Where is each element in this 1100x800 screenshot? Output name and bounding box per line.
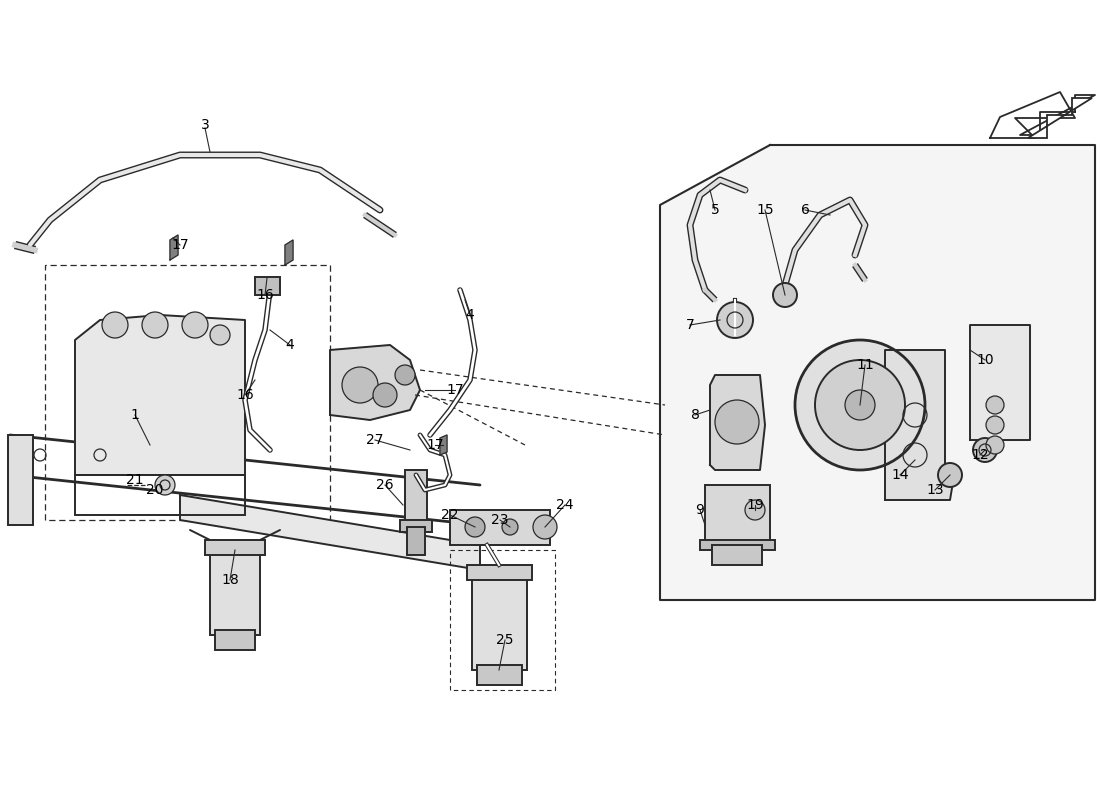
Polygon shape xyxy=(180,495,480,570)
Text: 16: 16 xyxy=(236,388,254,402)
Circle shape xyxy=(845,390,875,420)
Text: 25: 25 xyxy=(496,633,514,647)
Circle shape xyxy=(986,416,1004,434)
Text: 17: 17 xyxy=(426,438,443,452)
Text: 9: 9 xyxy=(695,503,704,517)
Text: 19: 19 xyxy=(746,498,763,512)
Circle shape xyxy=(715,400,759,444)
Circle shape xyxy=(373,383,397,407)
Text: 1: 1 xyxy=(131,408,140,422)
Polygon shape xyxy=(170,235,178,260)
Text: 22: 22 xyxy=(441,508,459,522)
Text: 4: 4 xyxy=(465,308,474,322)
Text: 26: 26 xyxy=(376,478,394,492)
Text: 23: 23 xyxy=(492,513,508,527)
Circle shape xyxy=(342,367,378,403)
Circle shape xyxy=(210,325,230,345)
Text: 16: 16 xyxy=(256,288,274,302)
Bar xyxy=(477,665,522,685)
Circle shape xyxy=(974,438,997,462)
Bar xyxy=(75,475,245,515)
Text: 11: 11 xyxy=(856,358,873,372)
Circle shape xyxy=(938,463,962,487)
Polygon shape xyxy=(710,375,764,470)
Text: 3: 3 xyxy=(200,118,209,132)
Polygon shape xyxy=(440,435,447,455)
Polygon shape xyxy=(886,350,955,500)
Text: 7: 7 xyxy=(685,318,694,332)
Polygon shape xyxy=(990,92,1075,138)
Bar xyxy=(468,565,532,580)
Polygon shape xyxy=(970,325,1030,440)
Circle shape xyxy=(745,500,764,520)
Bar xyxy=(450,510,550,545)
Text: 8: 8 xyxy=(691,408,700,422)
Text: 24: 24 xyxy=(557,498,574,512)
Text: 15: 15 xyxy=(756,203,773,217)
Circle shape xyxy=(182,312,208,338)
Polygon shape xyxy=(285,240,293,265)
Bar xyxy=(700,540,776,550)
Text: 17: 17 xyxy=(172,238,189,252)
Text: 17: 17 xyxy=(447,383,464,397)
Polygon shape xyxy=(660,145,1094,600)
Circle shape xyxy=(986,436,1004,454)
Circle shape xyxy=(395,365,415,385)
Circle shape xyxy=(502,519,518,535)
Bar xyxy=(400,520,432,532)
Circle shape xyxy=(815,360,905,450)
Bar xyxy=(214,630,255,650)
Polygon shape xyxy=(1028,98,1092,138)
Bar xyxy=(8,435,33,525)
Text: 21: 21 xyxy=(126,473,144,487)
Text: 10: 10 xyxy=(976,353,993,367)
Text: 18: 18 xyxy=(221,573,239,587)
Circle shape xyxy=(102,312,128,338)
Text: 6: 6 xyxy=(801,203,810,217)
Circle shape xyxy=(986,396,1004,414)
Text: 4: 4 xyxy=(286,338,295,352)
Polygon shape xyxy=(330,345,420,420)
Circle shape xyxy=(142,312,168,338)
Bar xyxy=(405,470,427,525)
Circle shape xyxy=(717,302,754,338)
Text: 12: 12 xyxy=(971,448,989,462)
Text: 5: 5 xyxy=(711,203,719,217)
Bar xyxy=(712,545,762,565)
Circle shape xyxy=(795,340,925,470)
Circle shape xyxy=(465,517,485,537)
Text: 20: 20 xyxy=(146,483,164,497)
Bar xyxy=(472,575,527,670)
Circle shape xyxy=(155,475,175,495)
Text: 13: 13 xyxy=(926,483,944,497)
Bar xyxy=(705,485,770,545)
Bar xyxy=(205,540,265,555)
Bar xyxy=(210,550,260,635)
Polygon shape xyxy=(1020,95,1094,135)
Text: 14: 14 xyxy=(891,468,909,482)
Polygon shape xyxy=(75,315,245,475)
Text: 27: 27 xyxy=(366,433,384,447)
Circle shape xyxy=(534,515,557,539)
Circle shape xyxy=(773,283,798,307)
Bar xyxy=(255,277,280,295)
Bar xyxy=(407,527,425,555)
